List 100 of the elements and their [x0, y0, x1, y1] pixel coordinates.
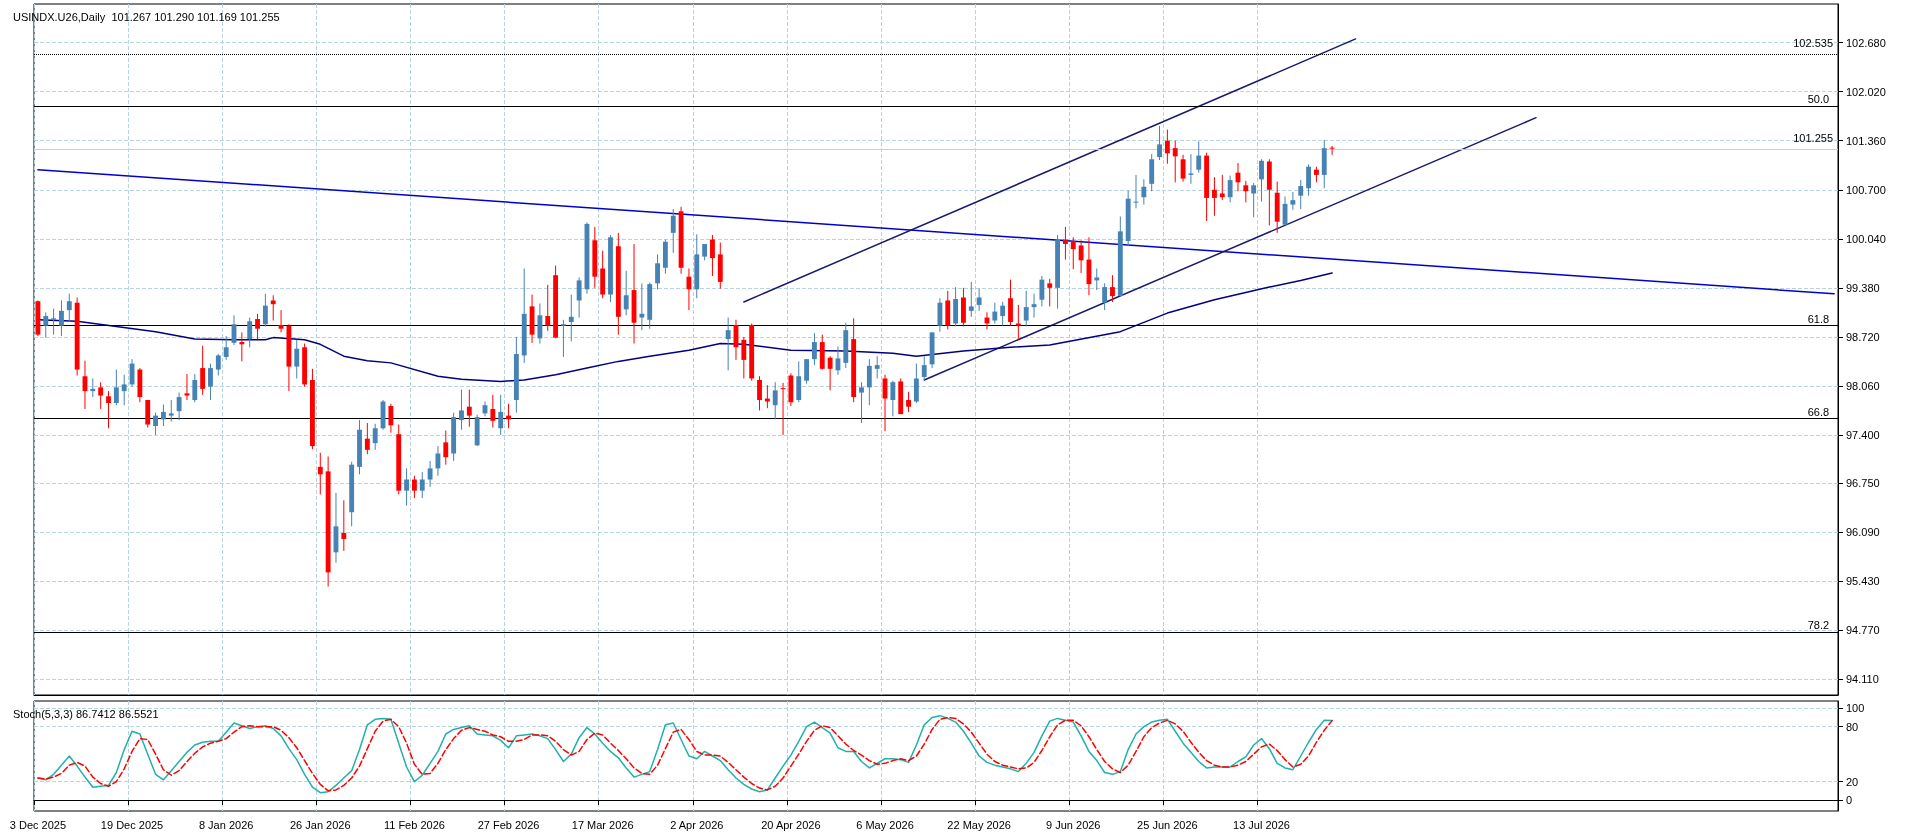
y-tick-label: 100.040	[1846, 232, 1886, 245]
candlestick	[176, 392, 182, 421]
candlestick	[859, 381, 864, 424]
y-tick-label: 98.060	[1846, 379, 1880, 392]
y-tick-label: 100.700	[1846, 183, 1886, 196]
candlestick	[639, 282, 645, 331]
candlestick	[968, 281, 974, 318]
annotation: 78.2	[1807, 618, 1830, 631]
candlestick	[168, 399, 174, 423]
candlestick	[388, 403, 394, 434]
candlestick	[1039, 275, 1045, 307]
candlestick	[1172, 140, 1178, 183]
candlestick	[811, 332, 817, 366]
candlestick	[443, 429, 449, 466]
candlestick	[866, 358, 872, 406]
x-tick-label: 6 May 2026	[856, 818, 914, 831]
candlestick	[976, 288, 982, 312]
candlestick	[427, 460, 433, 488]
candlestick	[160, 403, 166, 427]
candlestick	[121, 374, 127, 406]
x-tick-label: 25 Jun 2026	[1137, 818, 1198, 831]
candlestick	[757, 375, 762, 411]
candlestick	[1306, 163, 1311, 197]
candlestick	[576, 276, 582, 319]
y-tick-label: 94.770	[1846, 624, 1880, 637]
candlestick	[192, 373, 198, 403]
candlestick	[239, 331, 245, 362]
candlestick	[498, 394, 504, 436]
candlestick	[741, 336, 747, 379]
candlestick	[1180, 154, 1186, 183]
candlestick	[1188, 153, 1194, 185]
candlestick	[537, 302, 543, 345]
candlestick	[294, 339, 300, 379]
candlestick	[921, 355, 927, 381]
candlestick	[459, 389, 464, 431]
candlestick	[1212, 176, 1217, 217]
y-tick-label: 96.750	[1846, 477, 1880, 490]
candlestick	[827, 355, 833, 391]
candlestick	[1157, 125, 1162, 161]
x-tick-label: 11 Feb 2026	[383, 818, 445, 831]
x-tick-label: 8 Jan 2026	[198, 818, 254, 831]
candlestick	[992, 302, 998, 324]
candlestick	[208, 363, 213, 401]
candlestick	[317, 452, 323, 495]
candlestick	[153, 412, 159, 436]
candlestick	[419, 471, 425, 499]
candlestick	[804, 358, 810, 385]
candlestick	[1023, 290, 1029, 327]
ref-line-label: 101.255	[1793, 132, 1833, 145]
candlestick	[255, 313, 260, 340]
y-tick-label: 20	[1846, 775, 1859, 788]
candlestick	[200, 345, 206, 396]
candlestick	[1290, 191, 1296, 211]
candlestick	[561, 319, 566, 358]
y-tick-label: 100	[1846, 702, 1865, 715]
candlestick	[1251, 182, 1257, 218]
x-tick-label: 17 Mar 2026	[571, 818, 634, 831]
x-tick-label: 13 Jul 2026	[1233, 818, 1290, 831]
candlestick	[686, 268, 692, 311]
candlestick	[1329, 145, 1335, 156]
y-tick-label: 94.110	[1846, 673, 1879, 686]
candlestick	[404, 467, 409, 507]
ref-line-label: 102.535	[1793, 37, 1833, 50]
y-tick-label: 98.720	[1846, 330, 1880, 343]
candlestick	[670, 208, 676, 254]
candlestick	[796, 360, 802, 403]
y-tick-label: 102.680	[1846, 36, 1886, 49]
y-tick-label: 99.380	[1846, 281, 1880, 294]
candlestick	[490, 394, 496, 429]
candlestick	[772, 381, 778, 420]
candlestick	[59, 299, 64, 337]
candlestick	[364, 422, 370, 455]
candlestick	[655, 253, 660, 290]
candlestick	[545, 284, 551, 332]
candlestick	[1094, 268, 1100, 291]
annotation: 66.8	[1807, 405, 1830, 418]
candlestick	[215, 353, 221, 377]
candlestick	[725, 317, 731, 371]
candlestick	[913, 363, 919, 404]
candlestick	[411, 475, 417, 499]
candlestick	[1070, 236, 1076, 270]
candlestick	[1227, 175, 1233, 203]
candlestick	[372, 423, 378, 451]
x-tick-label: 3 Dec 2025	[9, 818, 67, 831]
y-tick-label: 102.020	[1846, 85, 1886, 98]
annotation: 50.0	[1807, 92, 1830, 105]
candlestick	[1015, 304, 1021, 341]
y-tick-label: 95.430	[1846, 575, 1880, 588]
candlestick	[1078, 239, 1084, 274]
candlestick	[270, 294, 276, 322]
candlestick	[113, 369, 119, 406]
y-tick-label: 80	[1846, 720, 1859, 733]
candlestick	[223, 335, 229, 361]
x-tick-label: 26 Jan 2026	[290, 818, 351, 831]
candlestick	[890, 380, 896, 417]
text: Stoch(5,3,3) 86.7412 86.5521	[13, 707, 159, 720]
candlestick	[1062, 226, 1068, 261]
x-tick-label: 22 May 2026	[947, 818, 1011, 831]
line-series	[37, 272, 1333, 383]
candlestick	[184, 373, 190, 401]
